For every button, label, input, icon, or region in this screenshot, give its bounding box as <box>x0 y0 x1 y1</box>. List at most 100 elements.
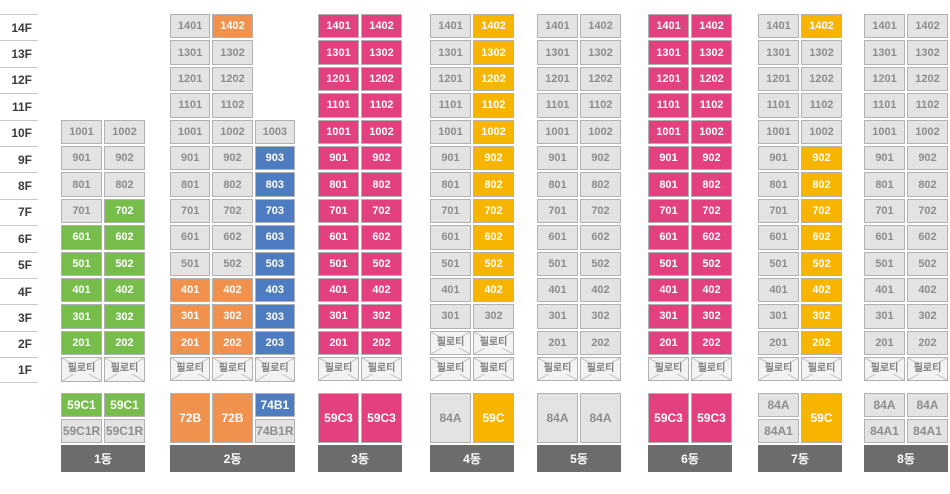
unit-cell-1301[interactable]: 1301 <box>648 40 689 65</box>
unit-cell-402[interactable]: 402 <box>907 277 948 303</box>
unit-cell-1302[interactable]: 1302 <box>691 40 732 65</box>
unit-cell-702[interactable]: 702 <box>691 198 732 224</box>
unit-cell-201[interactable]: 201 <box>864 330 905 356</box>
unit-cell-701[interactable]: 701 <box>758 198 799 224</box>
unit-cell-602[interactable]: 602 <box>104 225 145 250</box>
unit-cell-202[interactable]: 202 <box>691 330 732 356</box>
unit-cell-801[interactable]: 801 <box>864 172 905 197</box>
unit-cell-201[interactable]: 201 <box>318 330 359 356</box>
unit-cell-1302[interactable]: 1302 <box>361 40 402 65</box>
unit-cell-501[interactable]: 501 <box>318 251 359 276</box>
unit-cell-802[interactable]: 802 <box>361 172 402 197</box>
unit-cell-1002[interactable]: 1002 <box>104 119 145 144</box>
unit-cell-702[interactable]: 702 <box>361 198 402 224</box>
unit-cell-201[interactable]: 201 <box>61 330 102 356</box>
unit-cell-501[interactable]: 501 <box>648 251 689 276</box>
unit-cell-1101[interactable]: 1101 <box>758 93 799 118</box>
unit-cell-1402[interactable]: 1402 <box>580 14 621 39</box>
unit-cell-601[interactable]: 601 <box>648 225 689 250</box>
unit-cell-502[interactable]: 502 <box>907 251 948 276</box>
unit-cell-502[interactable]: 502 <box>580 251 621 276</box>
unit-cell-601[interactable]: 601 <box>170 225 211 250</box>
unit-cell-1001[interactable]: 1001 <box>758 119 799 144</box>
unit-cell-702[interactable]: 702 <box>212 198 253 224</box>
unit-cell-1401[interactable]: 1401 <box>648 14 689 39</box>
unit-cell-302[interactable]: 302 <box>473 304 514 329</box>
unit-cell-802[interactable]: 802 <box>212 172 253 197</box>
unit-cell-902[interactable]: 902 <box>104 145 145 171</box>
unit-cell-1201[interactable]: 1201 <box>170 66 211 92</box>
unit-cell-302[interactable]: 302 <box>580 304 621 329</box>
unit-cell-602[interactable]: 602 <box>473 225 514 250</box>
unit-cell-202[interactable]: 202 <box>212 330 253 356</box>
unit-cell-503[interactable]: 503 <box>254 251 295 276</box>
unit-cell-902[interactable]: 902 <box>212 145 253 171</box>
unit-cell-302[interactable]: 302 <box>691 304 732 329</box>
unit-cell-202[interactable]: 202 <box>801 330 842 356</box>
unit-cell-501[interactable]: 501 <box>61 251 102 276</box>
unit-cell-501[interactable]: 501 <box>864 251 905 276</box>
unit-cell-601[interactable]: 601 <box>318 225 359 250</box>
unit-cell-701[interactable]: 701 <box>648 198 689 224</box>
unit-cell-802[interactable]: 802 <box>801 172 842 197</box>
unit-cell-402[interactable]: 402 <box>473 277 514 303</box>
unit-cell-901[interactable]: 901 <box>170 145 211 171</box>
unit-cell-1301[interactable]: 1301 <box>430 40 471 65</box>
unit-cell-1302[interactable]: 1302 <box>473 40 514 65</box>
unit-cell-302[interactable]: 302 <box>361 304 402 329</box>
unit-cell-1302[interactable]: 1302 <box>580 40 621 65</box>
unit-cell-1402[interactable]: 1402 <box>473 14 514 39</box>
unit-cell-501[interactable]: 501 <box>170 251 211 276</box>
unit-cell-701[interactable]: 701 <box>430 198 471 224</box>
unit-cell-1302[interactable]: 1302 <box>801 40 842 65</box>
unit-cell-1202[interactable]: 1202 <box>691 66 732 92</box>
unit-cell-1201[interactable]: 1201 <box>648 66 689 92</box>
unit-cell-301[interactable]: 301 <box>864 304 905 329</box>
unit-cell-601[interactable]: 601 <box>61 225 102 250</box>
unit-cell-1001[interactable]: 1001 <box>537 119 578 144</box>
unit-cell-1102[interactable]: 1102 <box>361 93 402 118</box>
unit-cell-302[interactable]: 302 <box>907 304 948 329</box>
unit-cell-401[interactable]: 401 <box>430 277 471 303</box>
unit-cell-701[interactable]: 701 <box>318 198 359 224</box>
unit-cell-502[interactable]: 502 <box>473 251 514 276</box>
unit-cell-201[interactable]: 201 <box>537 330 578 356</box>
unit-cell-902[interactable]: 902 <box>801 145 842 171</box>
unit-cell-502[interactable]: 502 <box>361 251 402 276</box>
unit-cell-1402[interactable]: 1402 <box>801 14 842 39</box>
unit-cell-402[interactable]: 402 <box>580 277 621 303</box>
unit-cell-1002[interactable]: 1002 <box>212 119 253 144</box>
unit-cell-902[interactable]: 902 <box>691 145 732 171</box>
unit-cell-1101[interactable]: 1101 <box>648 93 689 118</box>
unit-cell-801[interactable]: 801 <box>430 172 471 197</box>
unit-cell-602[interactable]: 602 <box>907 225 948 250</box>
unit-cell-301[interactable]: 301 <box>648 304 689 329</box>
unit-cell-401[interactable]: 401 <box>864 277 905 303</box>
unit-cell-801[interactable]: 801 <box>61 172 102 197</box>
unit-cell-301[interactable]: 301 <box>758 304 799 329</box>
unit-cell-802[interactable]: 802 <box>104 172 145 197</box>
unit-cell-1002[interactable]: 1002 <box>361 119 402 144</box>
unit-cell-901[interactable]: 901 <box>537 145 578 171</box>
unit-cell-302[interactable]: 302 <box>212 304 253 329</box>
unit-cell-1301[interactable]: 1301 <box>537 40 578 65</box>
unit-cell-403[interactable]: 403 <box>254 277 295 303</box>
unit-cell-1101[interactable]: 1101 <box>318 93 359 118</box>
unit-cell-902[interactable]: 902 <box>473 145 514 171</box>
unit-cell-901[interactable]: 901 <box>318 145 359 171</box>
unit-cell-202[interactable]: 202 <box>580 330 621 356</box>
unit-cell-1201[interactable]: 1201 <box>758 66 799 92</box>
unit-cell-201[interactable]: 201 <box>170 330 211 356</box>
unit-cell-402[interactable]: 402 <box>212 277 253 303</box>
unit-cell-1001[interactable]: 1001 <box>648 119 689 144</box>
unit-cell-1402[interactable]: 1402 <box>907 14 948 39</box>
unit-cell-801[interactable]: 801 <box>318 172 359 197</box>
unit-cell-801[interactable]: 801 <box>537 172 578 197</box>
unit-cell-302[interactable]: 302 <box>104 304 145 329</box>
unit-cell-701[interactable]: 701 <box>537 198 578 224</box>
unit-cell-401[interactable]: 401 <box>537 277 578 303</box>
unit-cell-301[interactable]: 301 <box>318 304 359 329</box>
unit-cell-1402[interactable]: 1402 <box>361 14 402 39</box>
unit-cell-1202[interactable]: 1202 <box>907 66 948 92</box>
unit-cell-702[interactable]: 702 <box>907 198 948 224</box>
